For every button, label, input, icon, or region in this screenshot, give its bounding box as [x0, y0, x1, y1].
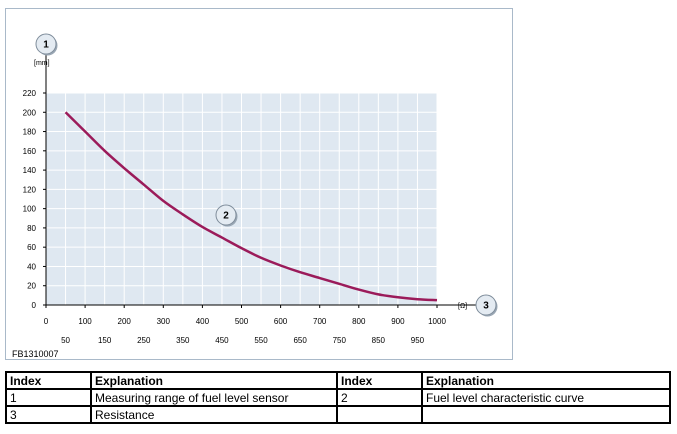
header-explanation-1: Explanation: [90, 371, 338, 390]
x-tick-label: 400: [196, 317, 210, 326]
callout-2: 2: [215, 204, 238, 227]
callout-3-number: 3: [483, 301, 489, 312]
x-tick-label-secondary: 50: [61, 336, 70, 345]
legend-header-row: Index Explanation Index Explanation: [5, 371, 671, 390]
table-row: 3 Resistance: [5, 405, 671, 424]
y-tick-label: 40: [27, 262, 36, 271]
x-tick-label-secondary: 750: [333, 336, 347, 345]
x-tick-label: 300: [157, 317, 171, 326]
x-tick-label: 700: [313, 317, 327, 326]
y-tick-label: 100: [23, 205, 37, 214]
callouts: 1 2 3: [35, 33, 498, 317]
table-cell: Resistance: [90, 405, 338, 424]
table-cell: 1: [5, 388, 92, 407]
x-axis-unit: [Ω]: [458, 303, 467, 310]
y-tick-label: 120: [23, 185, 37, 194]
callout-3-circle: [475, 294, 497, 316]
y-tick-label: 20: [27, 282, 36, 291]
y-tick-label: 200: [23, 108, 37, 117]
callout-2-circle: [215, 204, 237, 226]
x-tick-label: 800: [352, 317, 366, 326]
x-tick-label-secondary: 650: [293, 336, 307, 345]
callout-1-circle: [35, 33, 57, 55]
y-axis-unit: [mm]: [34, 60, 50, 67]
axes: [43, 43, 478, 308]
x-tick-label: 900: [391, 317, 405, 326]
table-row: 1 Measuring range of fuel level sensor 2…: [5, 388, 671, 407]
x-tick-label: 100: [78, 317, 92, 326]
y-tick-label: 180: [23, 128, 37, 137]
chart-figure: 0 20 40 60 80 100 120 140 160 180 200 220 0 100 200 30…: [5, 8, 513, 360]
y-tick-label: 0: [32, 301, 37, 310]
table-cell: Fuel level characteristic curve: [421, 388, 671, 407]
y-tick-label: 60: [27, 243, 36, 252]
table-cell: [336, 405, 423, 424]
figure-id-label: FB1310007: [12, 349, 59, 359]
header-index-1: Index: [5, 371, 92, 390]
y-tick-label: 220: [23, 89, 37, 98]
header-explanation-2: Explanation: [421, 371, 671, 390]
y-tick-label: 80: [27, 224, 36, 233]
x-tick-label-secondary: 950: [411, 336, 425, 345]
legend-table: Index Explanation Index Explanation 1 Me…: [5, 371, 671, 424]
x-tick-labels: 0 100 200 300 400 500 600 700 800 900 1000 50 150 250…: [44, 317, 447, 345]
x-tick-label-secondary: 850: [372, 336, 386, 345]
x-tick-label-secondary: 350: [176, 336, 190, 345]
x-tick-label-secondary: 450: [215, 336, 229, 345]
callout-1-number: 1: [43, 40, 49, 51]
x-tick-label-secondary: 150: [98, 336, 112, 345]
y-tick-labels: 0 20 40 60 80 100 120 140 160 180 200 220: [23, 89, 37, 310]
header-index-2: Index: [336, 371, 423, 390]
x-tick-label-secondary: 550: [254, 336, 268, 345]
y-tick-label: 140: [23, 166, 37, 175]
x-tick-label: 200: [118, 317, 132, 326]
x-tick-label-secondary: 250: [137, 336, 151, 345]
x-tick-label: 1000: [428, 317, 446, 326]
fuel-level-curve: [64, 111, 438, 302]
table-cell: 2: [336, 388, 423, 407]
y-tick-label: 160: [23, 147, 37, 156]
table-cell: 3: [5, 405, 92, 424]
callout-3: 3: [475, 294, 498, 317]
callout-2-number: 2: [223, 211, 229, 222]
grid-lines: [45, 92, 438, 306]
x-tick-label: 0: [44, 317, 49, 326]
table-cell: Measuring range of fuel level sensor: [90, 388, 338, 407]
table-cell: [421, 405, 671, 424]
x-tick-label: 500: [235, 317, 249, 326]
callout-1: 1: [35, 33, 58, 56]
x-tick-label: 600: [274, 317, 288, 326]
